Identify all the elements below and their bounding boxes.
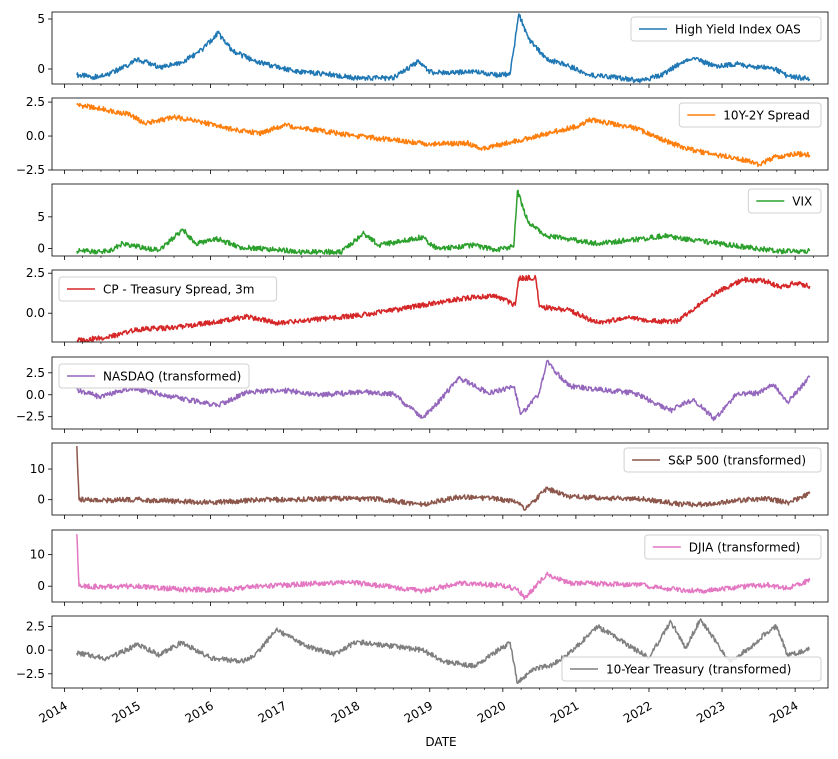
series-line [76,446,811,511]
y-tick-label: 2.5 [26,619,45,633]
axes-frame [51,529,829,603]
chart-panels: 0 5 High Yield Index OAS −2.5 0.0 2.5 10Y-2Y S… [16,11,829,692]
y-tick-label: −2.5 [16,410,45,424]
panel-5: −2.5 0.0 2.5 NASDAQ (transformed) [16,356,829,433]
panel-4: 0.0 2.5 CP - Treasury Spread, 3m [26,266,829,346]
series-line [76,274,811,342]
legend: 10-Year Treasury (transformed) [561,656,822,682]
legend: S&P 500 (transformed) [623,447,822,473]
legend-box [747,188,822,214]
legend-label: NASDAQ (transformed) [103,370,241,384]
panel-1: 0 5 High Yield Index OAS [37,11,829,88]
legend-label: VIX [792,195,812,209]
y-tick-label: 0.0 [26,129,45,143]
y-tick-label: 2.5 [26,366,45,380]
y-tick-label: 2.5 [26,95,45,109]
series-line [76,618,810,685]
legend-label: 10Y-2Y Spread [723,109,810,123]
axes-frame [51,356,829,430]
legend-box [58,363,250,389]
legend: CP - Treasury Spread, 3m [58,276,278,302]
legend: High Yield Index OAS [630,16,822,42]
y-tick-label: 0 [37,579,45,593]
y-tick-label: 0.0 [26,306,45,320]
x-axis-label: DATE [425,735,456,749]
y-tick-label: 10 [30,462,45,476]
y-tick-label: −2.5 [16,163,45,177]
series-line [76,359,811,422]
panel-2: −2.5 0.0 2.5 10Y-2Y Spread [16,95,829,177]
series-line [76,189,811,256]
y-tick-label: 0 [37,241,45,255]
y-tick-label: 0 [37,62,45,76]
y-tick-label: 5 [37,210,45,224]
panel-3: 0 5 VIX [37,183,829,260]
legend-box [623,447,822,473]
legend: NASDAQ (transformed) [58,363,250,389]
axes-frame [51,97,829,171]
y-tick-label: 0.0 [26,388,45,402]
axes-frame [51,183,829,257]
axes-frame [51,11,829,85]
legend-label: S&P 500 (transformed) [668,454,806,468]
axes-frame [51,615,829,689]
axes-frame [51,269,829,343]
y-tick-label: 10 [30,548,45,562]
series-line [76,534,811,600]
legend-box [630,16,822,42]
y-tick-label: 2.5 [26,266,45,280]
legend: VIX [747,188,822,214]
legend-box [58,276,278,302]
axes-frame [51,442,829,516]
legend-label: High Yield Index OAS [675,23,801,37]
y-tick-label: −2.5 [16,667,45,681]
y-tick-label: 0.0 [26,643,45,657]
legend-label: DJIA (transformed) [689,541,801,555]
legend-box [678,102,822,128]
legend-box [561,656,822,682]
series-line [76,13,811,84]
series-line [76,102,811,168]
legend: 10Y-2Y Spread [678,102,822,128]
panel-6: 0 10 S&P 500 (transformed) [30,442,829,519]
legend-box [644,534,822,560]
legend-label: CP - Treasury Spread, 3m [103,283,254,297]
panel-7: 0 10 DJIA (transformed) [30,529,829,606]
legend: DJIA (transformed) [644,534,822,560]
legend-label: 10-Year Treasury (transformed) [606,663,791,677]
panel-8: −2.5 0.0 2.5 10-Year Treasury (transformed) [16,615,829,692]
y-tick-label: 0 [37,493,45,507]
y-tick-label: 5 [37,12,45,26]
